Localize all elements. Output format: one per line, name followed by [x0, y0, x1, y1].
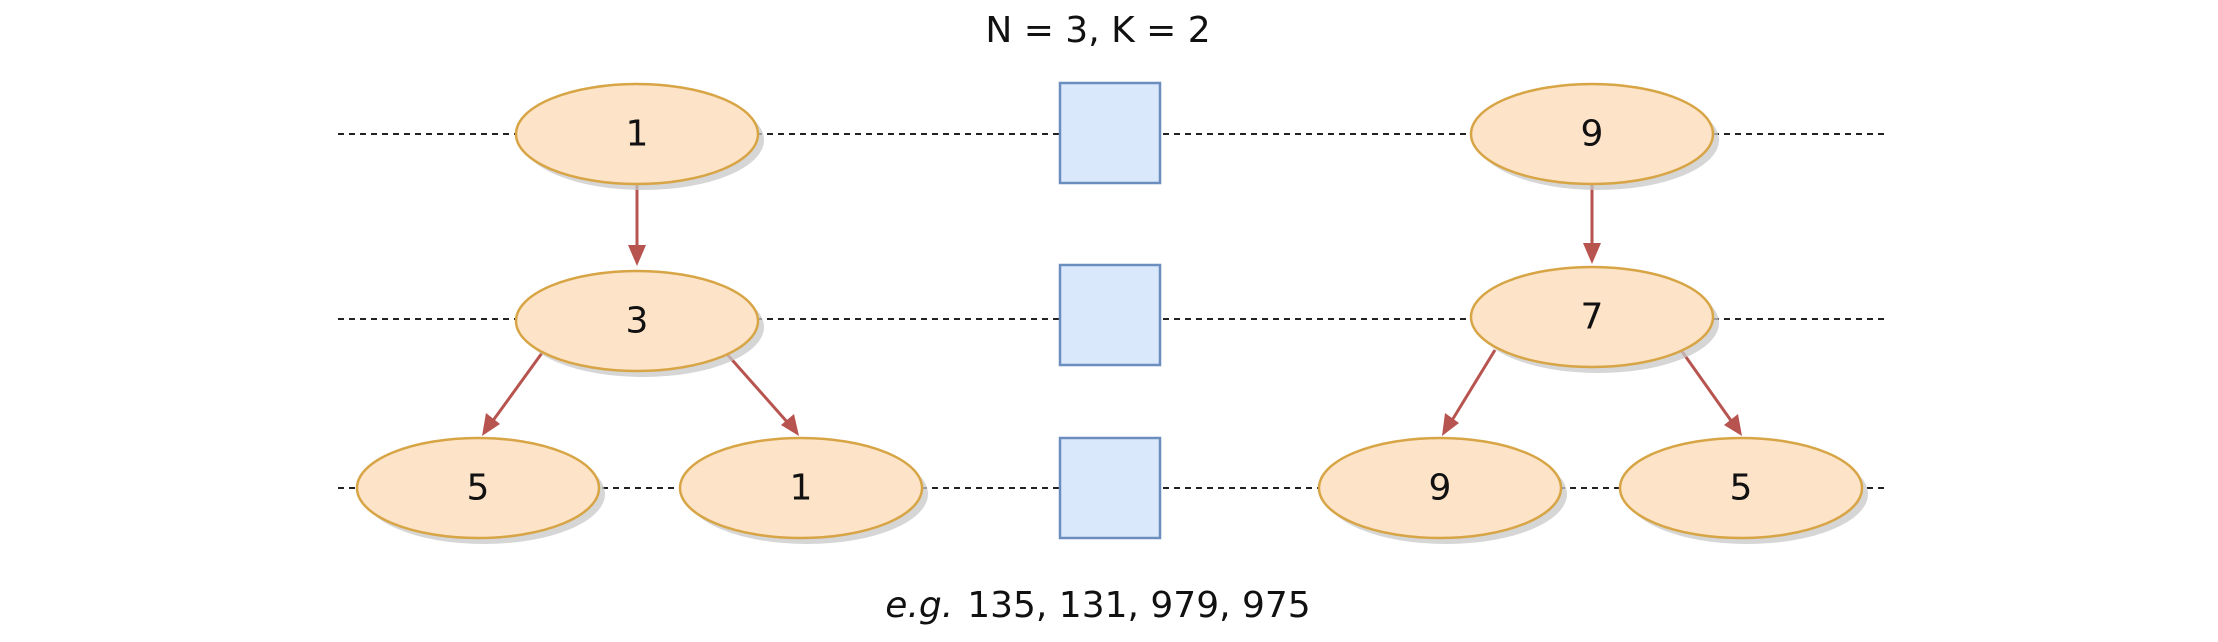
- arrowhead: [781, 414, 799, 436]
- tree-node-leaf: 5: [355, 436, 605, 544]
- node-label: 1: [790, 468, 813, 509]
- edge-right-level2-to-leaf-1: [1449, 349, 1497, 423]
- left-tree-edges: [482, 184, 799, 436]
- arrowhead: [628, 245, 646, 266]
- right-tree-edges: [1442, 184, 1742, 436]
- edge-left-level2-to-leaf-1: [490, 352, 544, 423]
- node-label: 9: [1429, 468, 1452, 509]
- slot-column: [1058, 81, 1162, 540]
- edge-left-level2-to-leaf-2: [724, 352, 790, 424]
- arrowhead: [1442, 413, 1459, 436]
- tree-node-root: 1: [514, 82, 764, 190]
- left-tree: 1 3 5 1: [355, 82, 928, 544]
- tree-node-leaf: 1: [678, 436, 928, 544]
- caption-prefix: e.g.: [885, 585, 953, 626]
- edge-right-level2-to-leaf-2: [1679, 349, 1734, 423]
- tree-node-level2: 3: [514, 269, 764, 377]
- tree-node-level2: 7: [1469, 265, 1719, 373]
- example-caption: e.g. 135, 131, 979, 975: [885, 585, 1310, 626]
- node-label: 5: [467, 468, 490, 509]
- tree-node-root: 9: [1469, 82, 1719, 190]
- node-label: 5: [1730, 468, 1753, 509]
- diagram-title: N = 3, K = 2: [985, 10, 1210, 51]
- slot-box-level-1: [1058, 81, 1162, 185]
- caption-values: 135, 131, 979, 975: [967, 585, 1311, 626]
- node-label: 9: [1581, 114, 1604, 155]
- arrowhead: [1583, 243, 1601, 264]
- slot-box-level-2: [1058, 263, 1162, 367]
- node-label: 7: [1581, 297, 1604, 338]
- node-label: 1: [626, 114, 649, 155]
- right-tree: 9 7 9 5: [1317, 82, 1868, 544]
- arrowhead: [1724, 414, 1742, 436]
- tree-node-leaf: 5: [1618, 436, 1868, 544]
- arrowhead: [482, 413, 500, 436]
- node-label: 3: [626, 301, 649, 342]
- tree-node-leaf: 9: [1317, 436, 1567, 544]
- slot-box-level-3: [1058, 436, 1162, 540]
